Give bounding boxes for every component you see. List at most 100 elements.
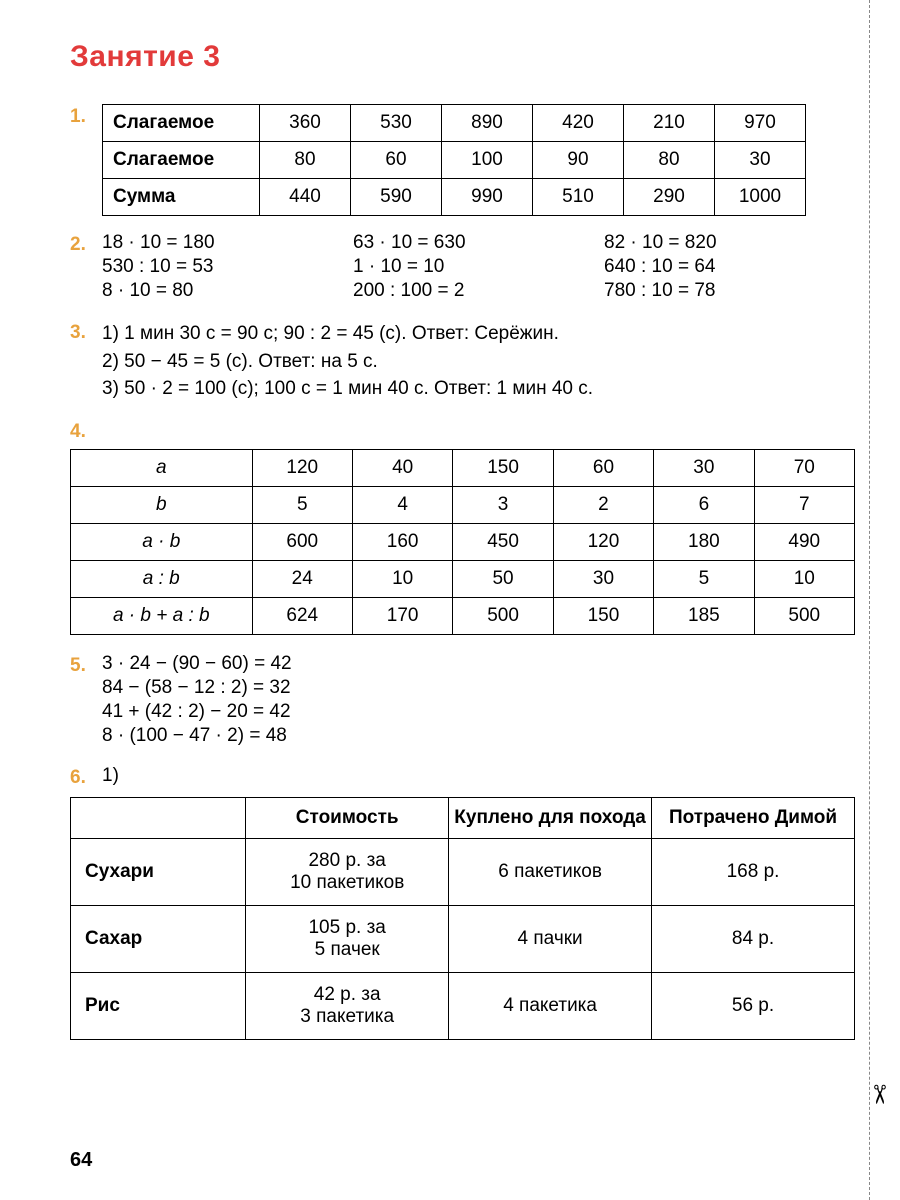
cell: 168 р.: [652, 838, 855, 905]
cell: 4: [352, 486, 452, 523]
cell: 6: [654, 486, 754, 523]
col-header: Потрачено Димой: [652, 797, 855, 838]
cell: 210: [624, 105, 715, 142]
row-label: Рис: [71, 972, 246, 1039]
lesson-title: Занятие 3: [70, 40, 855, 74]
equation-column: 18 · 10 = 180 530 : 10 = 53 8 · 10 = 80: [102, 232, 353, 304]
cell: 40: [352, 449, 452, 486]
page: Занятие 3 1. Слагаемое 360 530 890 420 2…: [0, 0, 900, 1200]
equation: 41 + (42 : 2) − 20 = 42: [102, 701, 855, 723]
cost-line: 10 пакетиков: [290, 872, 404, 893]
equation: 84 − (58 − 12 : 2) = 32: [102, 677, 855, 699]
task-body: 18 · 10 = 180 530 : 10 = 53 8 · 10 = 80 …: [102, 232, 855, 304]
cell: 170: [352, 597, 452, 634]
row-label: a: [71, 449, 253, 486]
cell: 5: [252, 486, 352, 523]
col-header-text: Потрачено Димой: [669, 807, 837, 828]
cost-line: 105 р. за: [308, 917, 385, 938]
cost-line: 3 пакетика: [300, 1006, 394, 1027]
cell: 150: [453, 449, 553, 486]
cell: 180: [654, 523, 754, 560]
cell: 30: [553, 560, 653, 597]
table-row: Сахар 105 р. за 5 пачек 4 пачки 84 р.: [71, 905, 855, 972]
task-body: 1): [102, 765, 855, 787]
cell: 290: [624, 179, 715, 216]
task-2: 2. 18 · 10 = 180 530 : 10 = 53 8 · 10 = …: [70, 232, 855, 304]
task-body: 3 · 24 − (90 − 60) = 42 84 − (58 − 12 : …: [102, 653, 855, 749]
cell: 5: [654, 560, 754, 597]
cell: 120: [252, 449, 352, 486]
equation: 200 : 100 = 2: [353, 280, 604, 302]
cell: 3: [453, 486, 553, 523]
scissors-icon: ✂: [864, 1084, 895, 1106]
row-label: b: [71, 486, 253, 523]
task-number: 4.: [70, 419, 102, 443]
equation: 1 · 10 = 10: [353, 256, 604, 278]
cell: 500: [754, 597, 854, 634]
task-5: 5. 3 · 24 − (90 − 60) = 42 84 − (58 − 12…: [70, 653, 855, 749]
cell: 30: [715, 142, 806, 179]
cell: 1000: [715, 179, 806, 216]
cell: 280 р. за 10 пакетиков: [246, 838, 449, 905]
table-row: Сумма 440 590 990 510 290 1000: [103, 179, 806, 216]
row-label: Сахар: [71, 905, 246, 972]
cell: 60: [351, 142, 442, 179]
cut-line: [869, 0, 870, 1200]
solution-line: 2) 50 − 45 = 5 (с). Ответ: на 5 с.: [102, 348, 855, 376]
cell: 4 пачки: [449, 905, 652, 972]
task-body: 1) 1 мин 30 с = 90 с; 90 : 2 = 45 (с). О…: [102, 320, 855, 403]
cell: 440: [260, 179, 351, 216]
addition-table: Слагаемое 360 530 890 420 210 970 Слагае…: [102, 104, 806, 216]
cell: 2: [553, 486, 653, 523]
equation: 82 · 10 = 820: [604, 232, 855, 254]
cell: 24: [252, 560, 352, 597]
cell: 420: [533, 105, 624, 142]
task-1: 1. Слагаемое 360 530 890 420 210 970 Сла…: [70, 104, 855, 216]
cell: 56 р.: [652, 972, 855, 1039]
cell: 100: [442, 142, 533, 179]
cell: 84 р.: [652, 905, 855, 972]
table-row: a · b + a : b 624 170 500 150 185 500: [71, 597, 855, 634]
cell: 150: [553, 597, 653, 634]
table-row: Слагаемое 360 530 890 420 210 970: [103, 105, 806, 142]
cell: 10: [352, 560, 452, 597]
cell: 510: [533, 179, 624, 216]
cell: 500: [453, 597, 553, 634]
table-row: Сухари 280 р. за 10 пакетиков 6 пакетико…: [71, 838, 855, 905]
cell: 450: [453, 523, 553, 560]
col-header: Стоимость: [246, 797, 449, 838]
table-row: Слагаемое 80 60 100 90 80 30: [103, 142, 806, 179]
cell: 360: [260, 105, 351, 142]
task-number: 6.: [70, 765, 102, 789]
col-header: [71, 797, 246, 838]
task-6: 6. 1): [70, 765, 855, 789]
row-label: a · b: [71, 523, 253, 560]
cell: 970: [715, 105, 806, 142]
equation-column: 82 · 10 = 820 640 : 10 = 64 780 : 10 = 7…: [604, 232, 855, 304]
solution-line: 1) 1 мин 30 с = 90 с; 90 : 2 = 45 (с). О…: [102, 320, 855, 348]
page-number: 64: [70, 1149, 92, 1172]
equation: 640 : 10 = 64: [604, 256, 855, 278]
cell: 90: [533, 142, 624, 179]
cell: 105 р. за 5 пачек: [246, 905, 449, 972]
cell: 490: [754, 523, 854, 560]
cost-line: 42 р. за: [314, 984, 381, 1005]
table-header-row: Стоимость Куплено для похода Потрачено Д…: [71, 797, 855, 838]
cell: 590: [351, 179, 442, 216]
row-label: Сумма: [103, 179, 260, 216]
cost-line: 5 пачек: [315, 939, 380, 960]
cell: 530: [351, 105, 442, 142]
cell: 70: [754, 449, 854, 486]
task-number: 2.: [70, 232, 102, 256]
equation: 8 · (100 − 47 · 2) = 48: [102, 725, 855, 747]
cell: 42 р. за 3 пакетика: [246, 972, 449, 1039]
cell: 160: [352, 523, 452, 560]
cell: 4 пакетика: [449, 972, 652, 1039]
cell: 624: [252, 597, 352, 634]
cell: 185: [654, 597, 754, 634]
shopping-table: Стоимость Куплено для похода Потрачено Д…: [70, 797, 855, 1040]
cell: 600: [252, 523, 352, 560]
equation: 3 · 24 − (90 − 60) = 42: [102, 653, 855, 675]
cell: 10: [754, 560, 854, 597]
cell: 120: [553, 523, 653, 560]
